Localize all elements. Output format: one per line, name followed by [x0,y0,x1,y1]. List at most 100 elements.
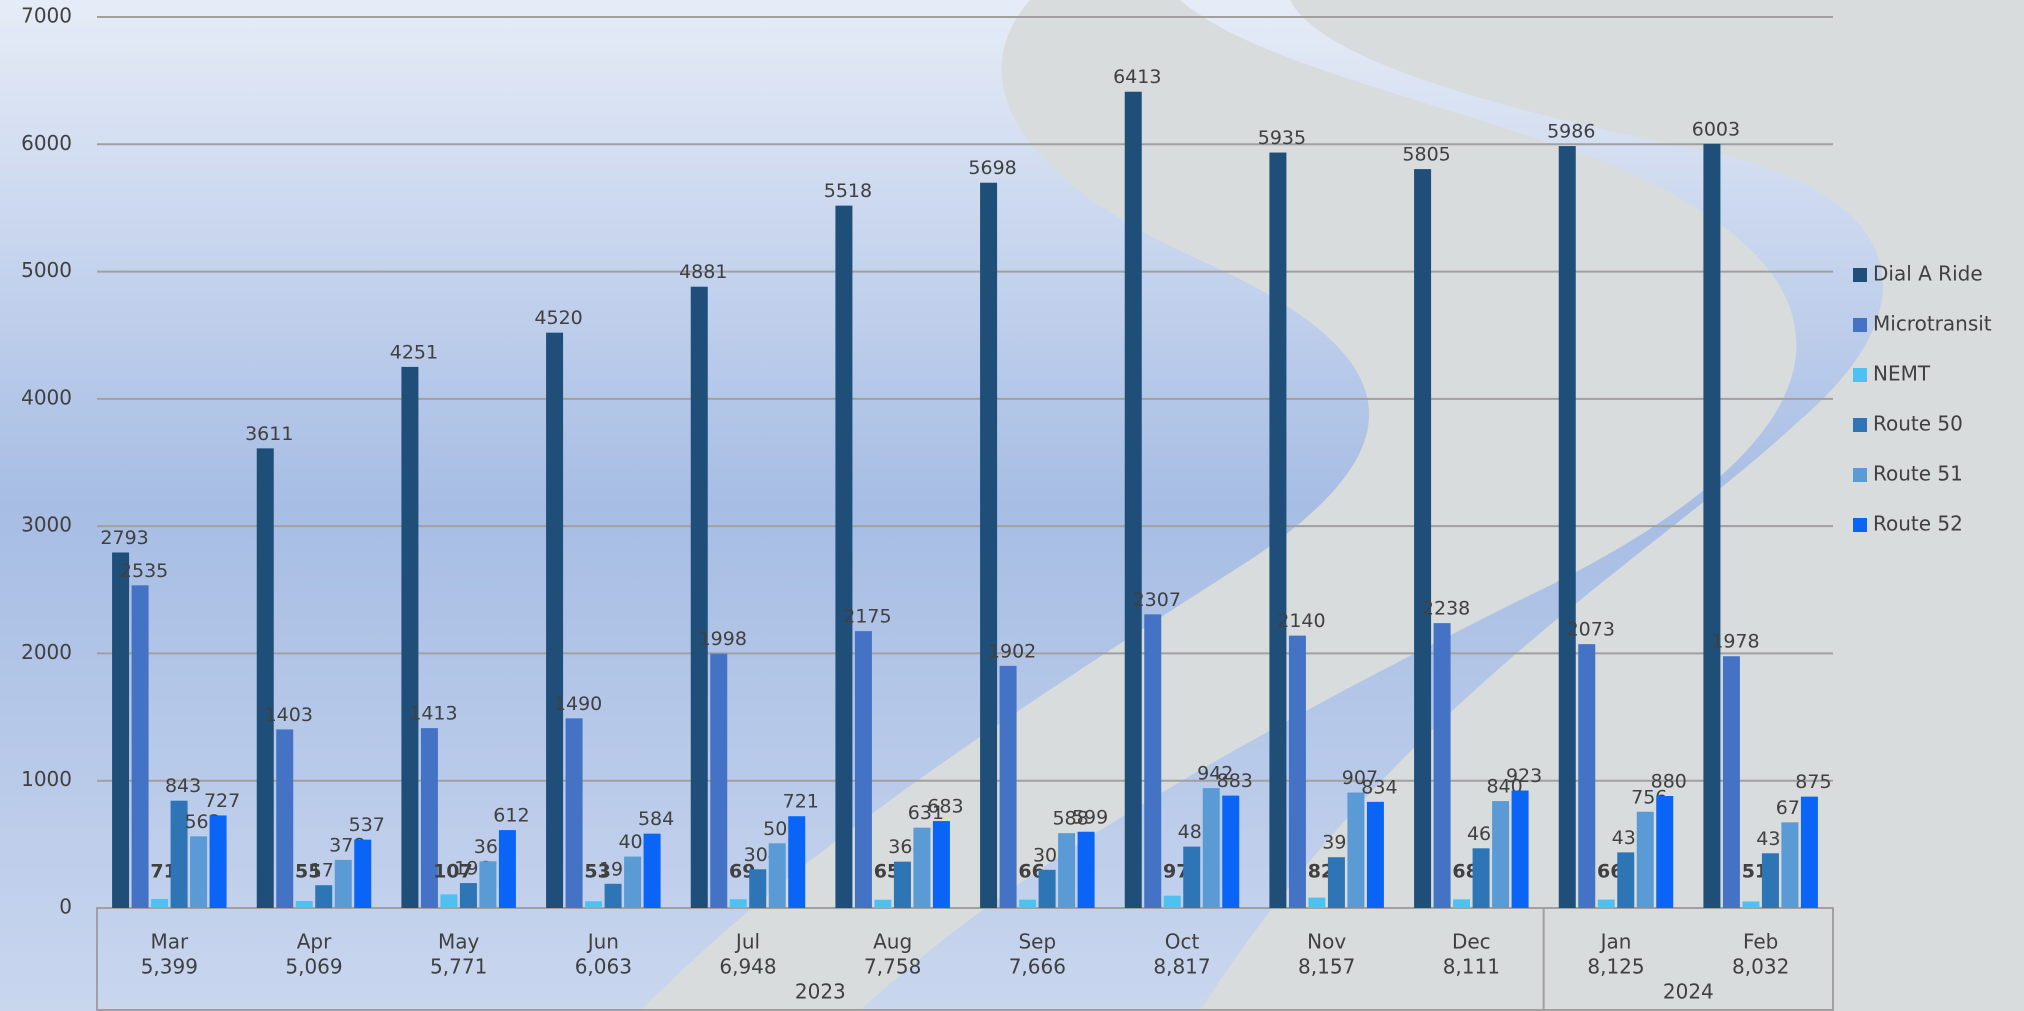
bar [566,718,583,908]
x-tick-total: 8,817 [1153,955,1210,979]
bar [1453,899,1470,908]
bar [1473,848,1490,908]
x-tick-label: Jun [586,930,619,954]
group-label: 2024 [1663,980,1714,1004]
x-tick-label: Jan [1599,930,1632,954]
x-tick-total: 5,399 [141,955,198,979]
bar [1637,812,1654,908]
legend-swatch [1853,468,1867,482]
bar [460,883,477,908]
bar [1019,900,1036,908]
x-tick-label: Apr [297,930,332,954]
bar [605,884,622,908]
data-label: 843 [165,775,201,797]
legend-swatch [1853,368,1867,382]
bar [624,857,641,908]
legend-swatch [1853,318,1867,332]
data-label: 5805 [1402,144,1450,166]
data-label: 2793 [100,527,148,549]
bar [276,729,293,908]
bar [1723,656,1740,908]
y-tick-label: 6000 [21,131,72,155]
data-label: 5935 [1258,127,1306,149]
x-tick-label: Aug [873,930,912,954]
bar [749,869,766,908]
bar [788,816,805,908]
bar [190,836,207,908]
bar [1801,797,1818,908]
bar [1656,796,1673,908]
bar [151,899,168,908]
data-label: 5986 [1547,121,1595,143]
data-label: 2238 [1422,598,1470,620]
y-tick-label: 3000 [21,513,72,537]
data-label: 1978 [1711,631,1759,653]
x-tick-label: Dec [1452,930,1491,954]
legend-label: Dial A Ride [1873,262,1983,286]
bar [691,287,708,908]
data-label: 6003 [1692,118,1740,140]
legend-swatch [1853,418,1867,432]
x-tick-total: 8,032 [1732,955,1789,979]
bar [933,821,950,908]
bar [1328,857,1345,908]
y-tick-label: 4000 [21,385,72,409]
x-tick-total: 8,157 [1298,955,1355,979]
data-label: 2175 [843,606,891,628]
data-label: 1902 [988,640,1036,662]
data-label: 612 [493,805,529,827]
x-tick-label: Feb [1743,930,1778,954]
bar [835,206,852,908]
data-label: 883 [1217,770,1253,792]
bar [1703,144,1720,908]
bar [874,900,891,908]
x-tick-label: Mar [150,930,189,954]
data-label: 875 [1795,771,1831,793]
bar [585,901,602,908]
data-label: 4251 [390,341,438,363]
data-label: 4881 [679,261,727,283]
bar [1762,853,1779,908]
bar [335,860,352,908]
bar [479,861,496,908]
bar [1183,847,1200,908]
data-label: 2140 [1277,610,1325,632]
bar [1512,791,1529,908]
bar [1289,636,1306,908]
data-label: 721 [783,791,819,813]
y-tick-label: 1000 [21,767,72,791]
data-label: 584 [638,808,674,830]
x-tick-label: Nov [1307,930,1346,954]
bar [769,843,786,908]
data-label: 880 [1651,770,1687,792]
legend-swatch [1853,518,1867,532]
data-label: 2073 [1567,619,1615,641]
legend-label: Route 50 [1873,412,1963,436]
data-label: 1490 [554,693,602,715]
bar [1492,801,1509,908]
bar [730,899,747,908]
bar [1347,793,1364,908]
bar [296,901,313,908]
legend-label: Microtransit [1873,312,1992,336]
data-label: 683 [927,796,963,818]
bar [1578,644,1595,908]
y-tick-label: 5000 [21,258,72,282]
x-tick-total: 5,069 [285,955,342,979]
data-label: 923 [1506,765,1542,787]
legend-label: Route 51 [1873,462,1963,486]
bar [1598,900,1615,908]
bar [1269,153,1286,908]
bar [710,654,727,908]
bar [401,367,418,908]
x-tick-total: 8,125 [1587,955,1644,979]
x-tick-total: 8,111 [1443,955,1500,979]
x-tick-total: 5,771 [430,955,487,979]
bar [1434,623,1451,908]
x-tick-label: Sep [1018,930,1056,954]
bar [980,183,997,908]
data-label: 4520 [534,307,582,329]
bar [440,894,457,908]
bar [1742,902,1759,908]
data-label: 5698 [968,157,1016,179]
